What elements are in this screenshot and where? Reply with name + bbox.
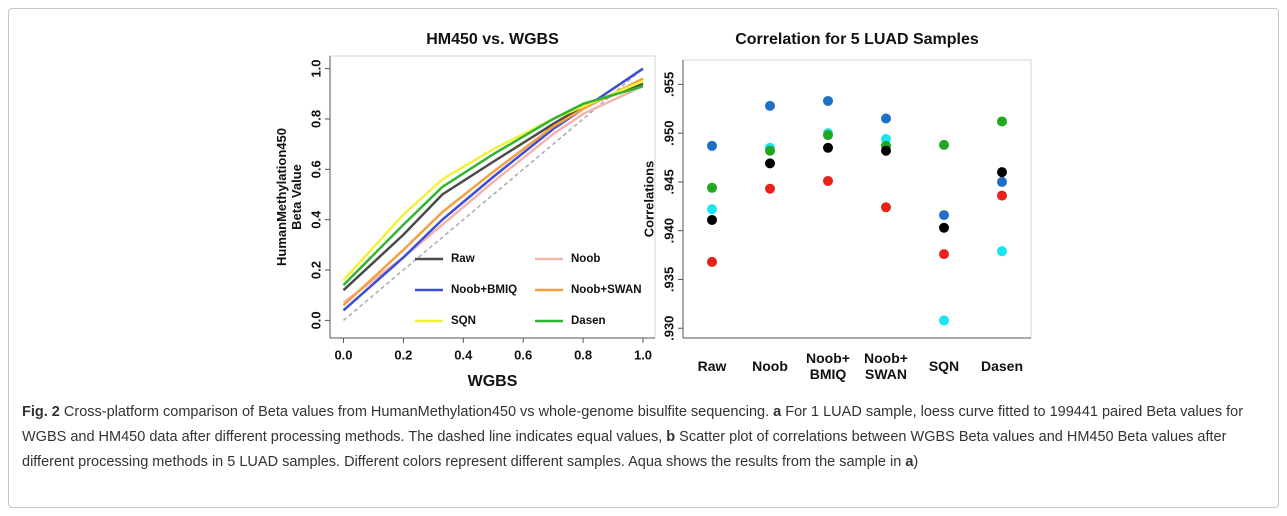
sample-point xyxy=(823,142,833,153)
caption-panel: a xyxy=(905,454,914,470)
y-axis-label: HumanMethylation450 Beta Value xyxy=(274,128,304,266)
figure-frame xyxy=(8,8,1279,508)
x-tick-label: 0.4 xyxy=(454,347,473,362)
legend-label: Raw xyxy=(451,253,475,265)
caption-text: For 1 LUAD sample, loess curve fitted to… xyxy=(22,404,1244,445)
y-tick-label: .930 xyxy=(661,316,676,341)
x-axis-label: WGBS xyxy=(468,373,518,390)
x-tick-label: SQN xyxy=(928,357,960,374)
sample-point xyxy=(997,190,1007,201)
sample-point xyxy=(997,167,1007,178)
sample-point xyxy=(765,145,775,156)
y-tick-label: .935 xyxy=(661,267,676,292)
legend-label: Noob+BMIQ xyxy=(451,284,517,296)
sample-point xyxy=(823,130,833,141)
x-tick-label: Raw xyxy=(697,357,727,374)
equality-line xyxy=(342,68,644,321)
x-tick-label: 0.8 xyxy=(574,347,592,362)
sample-point xyxy=(707,256,717,267)
y-tick-label: 0.0 xyxy=(308,311,323,329)
x-tick-label: 0.0 xyxy=(334,347,352,362)
caption-text: ) xyxy=(913,454,919,470)
y-tick-label: .940 xyxy=(661,218,676,243)
chart-title: HM450 vs. WGBS xyxy=(426,31,559,48)
caption-text: Scatter plot of correlations between WGB… xyxy=(22,429,1227,470)
sample-point xyxy=(881,145,891,156)
x-tick-label: Noob+ BMIQ xyxy=(806,349,850,382)
legend-label: Noob xyxy=(571,253,600,265)
legend-label: Noob+SWAN xyxy=(571,284,642,296)
x-tick-label: Noob+ SWAN xyxy=(864,349,908,382)
sample-point xyxy=(939,315,949,326)
x-tick-label: 0.2 xyxy=(394,347,412,362)
caption: Fig. 2 Cross-platform comparison of Beta… xyxy=(22,400,1267,475)
sample-point xyxy=(939,249,949,260)
sample-point xyxy=(765,100,775,111)
sample-point xyxy=(823,175,833,186)
caption-panel: a xyxy=(773,404,782,420)
sample-point xyxy=(997,246,1007,257)
x-tick-label: 1.0 xyxy=(634,347,652,362)
sample-point xyxy=(997,116,1007,127)
sample-point xyxy=(939,222,949,233)
caption-text: Cross-platform comparison of Beta values… xyxy=(59,404,774,420)
loess-curve xyxy=(342,85,644,287)
y-tick-label: 0.8 xyxy=(308,110,323,128)
y-tick-label: .945 xyxy=(661,169,676,194)
y-tick-label: .955 xyxy=(661,72,676,97)
legend-label: SQN xyxy=(451,315,476,327)
chart-title: Correlation for 5 LUAD Samples xyxy=(735,31,979,48)
sample-point xyxy=(765,158,775,169)
loess-curve xyxy=(342,77,644,307)
y-tick-label: 0.6 xyxy=(308,160,323,178)
legend-label: Dasen xyxy=(571,315,606,327)
sample-point xyxy=(881,202,891,213)
sample-point xyxy=(939,210,949,221)
loess-curve xyxy=(342,80,644,281)
sample-point xyxy=(939,139,949,150)
loess-curve xyxy=(342,67,644,312)
plot-frame xyxy=(682,59,1032,339)
sample-point xyxy=(707,140,717,151)
sample-point xyxy=(823,95,833,106)
y-tick-label: 1.0 xyxy=(308,60,323,78)
sample-point xyxy=(707,214,717,225)
sample-point xyxy=(765,183,775,194)
sample-point xyxy=(707,204,717,215)
y-tick-label: 0.2 xyxy=(308,261,323,279)
y-tick-label: 0.4 xyxy=(308,210,323,229)
sample-point xyxy=(997,176,1007,187)
sample-point xyxy=(881,113,891,124)
y-tick-label: .950 xyxy=(661,121,676,146)
caption-panel: b xyxy=(666,429,676,445)
x-tick-label: Dasen xyxy=(980,357,1024,374)
sample-point xyxy=(707,182,717,193)
caption-label: Fig. 2 xyxy=(22,404,60,420)
x-tick-label: 0.6 xyxy=(514,347,532,362)
y-axis-label: Correlations xyxy=(641,160,657,238)
x-tick-label: Noob xyxy=(752,357,788,374)
